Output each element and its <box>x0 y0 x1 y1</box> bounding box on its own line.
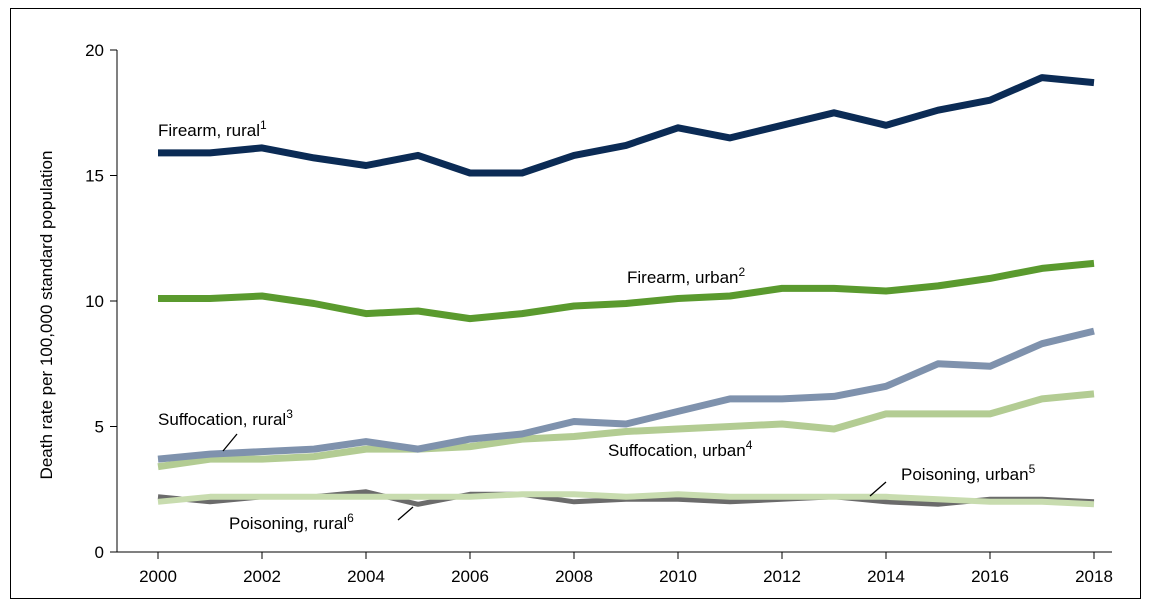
y-tick-label: 15 <box>85 167 104 186</box>
series-label-firearm-rural: Firearm, rural1 <box>158 118 267 140</box>
y-tick-label: 5 <box>95 418 104 437</box>
y-tick-label: 10 <box>85 292 104 311</box>
x-tick-label: 2014 <box>867 567 905 586</box>
series-line-firearm-rural <box>158 74 1095 177</box>
series-label-poisoning-urban: Poisoning, urban5 <box>901 462 1036 484</box>
series-lines <box>157 74 1095 508</box>
x-tick-label: 2016 <box>971 567 1009 586</box>
y-tick-label: 20 <box>85 41 104 60</box>
y-axis-title: Death rate per 100,000 standard populati… <box>37 151 56 480</box>
series-line-suffocation-rural <box>157 327 1095 463</box>
axes: 0 5 10 15 20 2000 2002 2004 2006 2008 2010 2012 2014… <box>85 41 1113 586</box>
leader-line-suffocation-rural <box>222 433 238 452</box>
series-label-suffocation-urban: Suffocation, urban4 <box>608 438 753 460</box>
series-labels: Firearm, rural1 Firearm, urban2 Suffocatio… <box>158 118 1036 533</box>
series-line-poisoning-urban <box>157 491 1095 508</box>
x-tick-label: 2002 <box>243 567 281 586</box>
x-tick-label: 2008 <box>555 567 593 586</box>
series-label-suffocation-rural: Suffocation, rural3 <box>158 407 293 429</box>
x-tick-label: 2004 <box>347 567 385 586</box>
leader-line-poisoning-urban <box>869 481 887 497</box>
y-tick-label: 0 <box>95 543 104 562</box>
x-tick-label: 2018 <box>1075 567 1113 586</box>
x-tick-label: 2000 <box>139 567 177 586</box>
x-tick-label: 2010 <box>659 567 697 586</box>
series-label-poisoning-rural: Poisoning, rural6 <box>229 511 354 533</box>
chart-frame <box>10 8 1141 599</box>
x-tick-label: 2012 <box>763 567 801 586</box>
x-tick-label: 2006 <box>451 567 489 586</box>
leader-line-poisoning-rural <box>397 506 414 521</box>
series-line-firearm-urban <box>158 259 1095 323</box>
series-label-firearm-urban: Firearm, urban2 <box>627 265 745 287</box>
series-line-suffocation-urban <box>157 390 1095 471</box>
